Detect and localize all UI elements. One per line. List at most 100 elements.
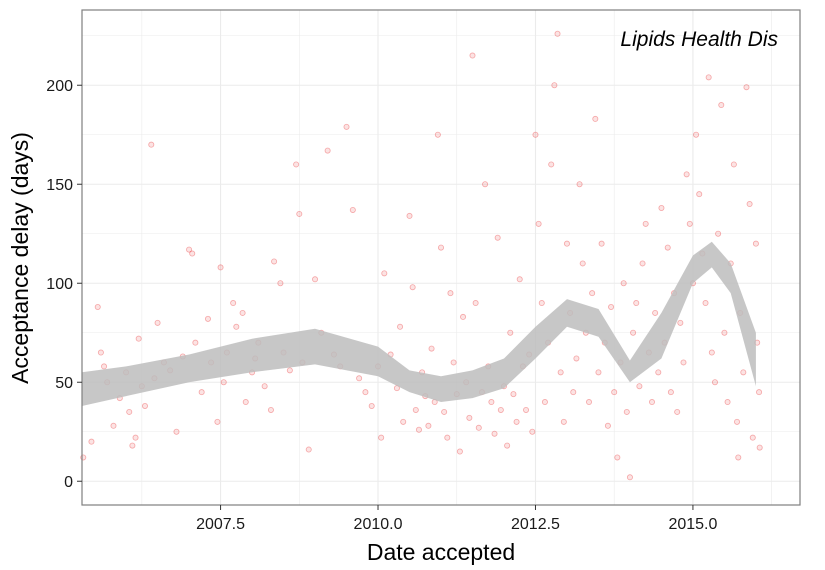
data-point xyxy=(557,369,564,376)
data-point xyxy=(513,418,520,425)
data-point xyxy=(579,260,586,267)
data-point xyxy=(469,52,476,59)
data-point xyxy=(141,402,148,409)
data-point xyxy=(412,406,419,413)
data-point xyxy=(192,339,199,346)
data-point xyxy=(573,355,580,362)
x-tick-label: 2015.0 xyxy=(668,516,717,533)
data-point xyxy=(516,276,523,283)
data-point xyxy=(608,303,615,310)
data-point xyxy=(718,102,725,109)
data-point xyxy=(586,399,593,406)
data-point xyxy=(523,406,530,413)
data-point xyxy=(305,446,312,453)
data-point xyxy=(630,329,637,336)
data-point xyxy=(652,309,659,316)
data-point xyxy=(88,438,95,445)
data-point xyxy=(406,212,413,219)
data-point xyxy=(639,260,646,267)
data-point xyxy=(497,406,504,413)
data-point xyxy=(749,434,756,441)
data-point xyxy=(623,408,630,415)
data-point xyxy=(135,335,142,342)
data-point xyxy=(456,448,463,455)
data-point xyxy=(724,399,731,406)
data-point xyxy=(711,379,718,386)
data-point xyxy=(756,444,763,451)
data-point xyxy=(674,408,681,415)
data-point xyxy=(312,276,319,283)
data-point xyxy=(441,408,448,415)
y-tick-label: 0 xyxy=(64,474,73,491)
y-axis: 0 50 100 150 200 xyxy=(46,78,82,491)
data-point xyxy=(324,147,331,154)
data-point xyxy=(658,204,665,211)
data-point xyxy=(570,389,577,396)
data-point xyxy=(576,181,583,188)
data-point xyxy=(598,240,605,247)
data-point xyxy=(271,258,278,265)
data-point xyxy=(626,474,633,481)
data-point xyxy=(696,191,703,198)
data-point xyxy=(702,300,709,307)
data-point xyxy=(541,399,548,406)
data-point xyxy=(381,270,388,277)
data-point xyxy=(220,379,227,386)
data-point xyxy=(642,220,649,227)
data-point xyxy=(286,367,293,374)
data-point xyxy=(450,359,457,366)
data-point xyxy=(101,363,108,370)
data-point xyxy=(186,246,193,253)
data-point xyxy=(548,161,555,168)
data-point xyxy=(362,389,369,396)
minor-gridlines xyxy=(82,10,800,505)
data-point xyxy=(667,389,674,396)
data-point xyxy=(633,300,640,307)
data-point xyxy=(349,206,356,213)
data-point xyxy=(620,280,627,287)
data-point xyxy=(378,434,385,441)
data-point xyxy=(746,201,753,208)
data-point xyxy=(110,422,117,429)
data-point xyxy=(693,131,700,138)
data-point xyxy=(214,418,221,425)
y-tick-label: 200 xyxy=(46,78,73,95)
y-tick-label: 150 xyxy=(46,177,73,194)
data-point xyxy=(129,442,136,449)
data-point xyxy=(510,391,517,398)
data-point xyxy=(595,369,602,376)
data-point xyxy=(368,402,375,409)
data-point xyxy=(189,250,196,257)
data-point xyxy=(397,323,404,330)
data-point xyxy=(730,161,737,168)
data-point xyxy=(683,171,690,178)
data-point xyxy=(664,244,671,251)
data-point xyxy=(277,280,284,287)
data-point xyxy=(132,434,139,441)
data-point xyxy=(554,30,561,37)
data-point xyxy=(296,210,303,217)
data-point xyxy=(611,389,618,396)
data-point xyxy=(604,422,611,429)
data-point xyxy=(154,319,161,326)
smooth-confidence-band xyxy=(82,241,756,406)
data-point xyxy=(434,131,441,138)
data-point xyxy=(230,300,237,307)
data-point xyxy=(173,428,180,435)
data-point xyxy=(198,389,205,396)
data-point xyxy=(97,349,104,356)
data-point xyxy=(343,123,350,130)
data-point xyxy=(560,418,567,425)
data-point xyxy=(293,161,300,168)
data-point xyxy=(538,300,545,307)
data-point xyxy=(428,345,435,352)
data-point xyxy=(507,329,514,336)
data-point xyxy=(551,82,558,89)
data-point xyxy=(715,230,722,237)
data-point xyxy=(148,141,155,148)
data-point xyxy=(529,428,536,435)
data-point xyxy=(466,414,473,421)
data-point xyxy=(708,349,715,356)
data-point xyxy=(655,369,662,376)
